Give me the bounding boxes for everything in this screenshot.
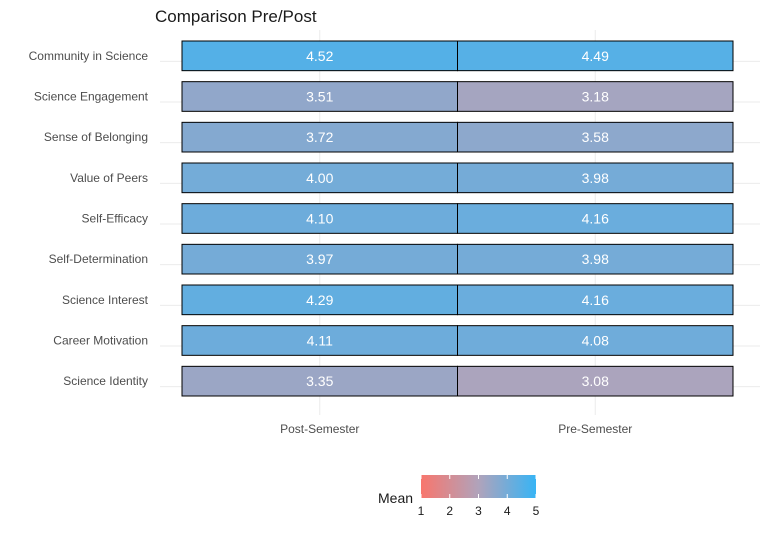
y-axis-tick-labels: Community in Science Science Engagement Se… <box>29 49 149 388</box>
x-tick-label: Post-Semester <box>280 422 359 436</box>
cell-value-label: 3.97 <box>306 251 333 267</box>
cell-value-label: 3.35 <box>306 373 333 389</box>
cell-value-label: 3.72 <box>306 129 333 145</box>
y-tick-label: Career Motivation <box>53 334 148 348</box>
cell-value-label: 3.08 <box>582 373 609 389</box>
cell-value-label: 4.10 <box>306 211 333 227</box>
legend-tick-label: 4 <box>504 504 511 518</box>
heatmap-cell <box>181 121 458 153</box>
heatmap-cell <box>457 40 734 72</box>
y-tick-label: Value of Peers <box>70 171 148 185</box>
heatmap-cell <box>457 203 734 234</box>
heatmap-cell <box>457 121 734 153</box>
heatmap-cell <box>457 325 734 356</box>
heatmap-cell <box>181 325 458 356</box>
legend-tick-label: 1 <box>418 504 425 518</box>
legend-tick-label: 3 <box>475 504 482 518</box>
y-tick-label: Science Interest <box>62 293 149 307</box>
legend-tick-label: 2 <box>446 504 453 518</box>
cell-value-label: 3.98 <box>582 170 609 186</box>
heatmap-cell <box>457 81 734 112</box>
cell-value-label: 4.52 <box>306 48 333 64</box>
heatmap-cell <box>181 365 458 397</box>
cell-value-label: 3.51 <box>306 89 333 105</box>
cell-value-label: 4.08 <box>582 333 609 349</box>
x-tick-label: Pre-Semester <box>558 422 632 436</box>
heatmap-cell <box>457 243 734 275</box>
y-tick-label: Self-Determination <box>49 252 148 266</box>
y-tick-label: Self-Efficacy <box>82 212 148 226</box>
heatmap-cell <box>181 243 458 275</box>
heatmap-cell <box>457 284 734 316</box>
cell-value-label: 3.58 <box>582 129 609 145</box>
heatmap-cell <box>457 365 734 397</box>
y-tick-label: Science Identity <box>63 374 148 388</box>
legend: Mean 1 2 3 4 5 <box>378 475 540 518</box>
cell-value-label: 4.16 <box>582 211 609 227</box>
cell-value-label: 3.98 <box>582 251 609 267</box>
y-tick-label: Community in Science <box>29 49 149 63</box>
heatmap-cell <box>181 284 458 316</box>
cell-value-label: 4.16 <box>582 292 609 308</box>
cell-value-label: 4.29 <box>306 292 333 308</box>
x-axis-tick-labels: Post-Semester Pre-Semester <box>280 422 632 436</box>
y-tick-label: Sense of Belonging <box>44 130 148 144</box>
heatmap-cell <box>181 162 458 194</box>
chart-title: Comparison Pre/Post <box>155 7 317 26</box>
heatmap-cell <box>457 162 734 194</box>
cell-value-label: 4.49 <box>582 48 609 64</box>
heatmap-cell <box>181 203 458 234</box>
heatmap-cell <box>181 40 458 72</box>
heatmap-cells: 4.52 4.49 3.51 3.18 3.72 3.58 4.00 3.98 4.10 4.16… <box>181 40 734 397</box>
cell-value-label: 3.18 <box>582 89 609 105</box>
cell-value-label: 4.11 <box>307 333 333 349</box>
legend-title: Mean <box>378 490 413 506</box>
legend-tick-label: 5 <box>533 504 540 518</box>
legend-colorbar <box>421 475 536 498</box>
cell-value-label: 4.00 <box>306 170 333 186</box>
y-tick-label: Science Engagement <box>34 90 149 104</box>
